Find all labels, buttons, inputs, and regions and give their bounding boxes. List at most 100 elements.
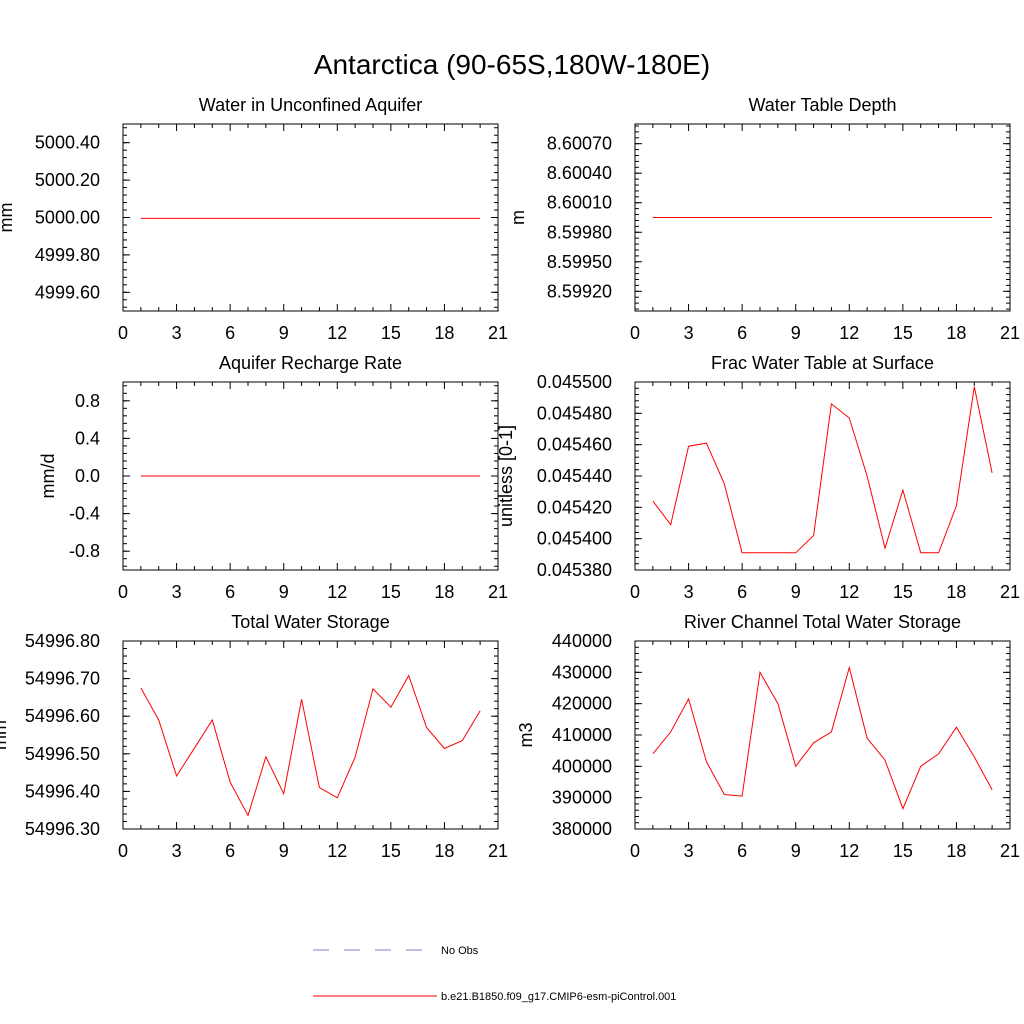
panel-4: Frac Water Table at Surface 0 3 6 9 12 15 18 21 0… — [496, 353, 1020, 602]
plot-frame — [122, 640, 499, 830]
y-tick-label: 8.60010 — [547, 193, 612, 213]
x-tick-label: 18 — [946, 323, 966, 343]
y-tick-label: 4999.60 — [35, 282, 100, 302]
x-tick-label: 9 — [279, 323, 289, 343]
x-tick-label: 15 — [893, 841, 913, 861]
y-tick-label: 5000.40 — [35, 133, 100, 153]
x-tick-label: 12 — [839, 582, 859, 602]
y-tick-label: 430000 — [552, 662, 612, 682]
panel-1: Water in Unconfined Aquifer 0 3 6 9 12 15 18 21 4… — [0, 95, 508, 343]
x-tick-label: 12 — [839, 323, 859, 343]
x-tick-label: 3 — [172, 323, 182, 343]
panel-title: Water in Unconfined Aquifer — [199, 95, 422, 115]
plot-frame — [634, 123, 1011, 312]
y-tick-label: 54996.80 — [25, 631, 100, 651]
x-tick-label: 9 — [791, 582, 801, 602]
figure-title: Antarctica (90-65S,180W-180E) — [314, 49, 710, 80]
x-tick-label: 21 — [488, 582, 508, 602]
series-line — [140, 674, 481, 817]
y-tick-label: -0.8 — [69, 541, 100, 561]
y-tick-label: 0.045460 — [537, 435, 612, 455]
y-axis-label: m — [508, 210, 528, 225]
y-tick-label: 5000.20 — [35, 170, 100, 190]
y-tick-label: 4999.80 — [35, 245, 100, 265]
x-tick-label: 0 — [118, 323, 128, 343]
y-tick-label: 400000 — [552, 756, 612, 776]
x-tick-label: 18 — [434, 841, 454, 861]
legend-item: b.e21.B1850.f09_g17.CMIP6-esm-piControl.… — [313, 991, 676, 1003]
y-tick-label: 0.045500 — [537, 372, 612, 392]
legend: No Obs b.e21.B1850.f09_g17.CMIP6-esm-piCo… — [313, 945, 676, 1003]
x-tick-label: 15 — [381, 841, 401, 861]
y-tick-label: 410000 — [552, 725, 612, 745]
y-tick-label: 0.0 — [75, 466, 100, 486]
y-tick-label: 390000 — [552, 788, 612, 808]
x-tick-label: 6 — [225, 582, 235, 602]
y-tick-label: 440000 — [552, 631, 612, 651]
x-tick-label: 6 — [737, 582, 747, 602]
legend-item: No Obs — [313, 945, 479, 957]
panel-5: Total Water Storage 0 3 6 9 12 15 18 21 54996.30 5… — [0, 612, 508, 861]
x-tick-label: 12 — [839, 841, 859, 861]
x-tick-label: 9 — [279, 841, 289, 861]
x-tick-label: 0 — [630, 582, 640, 602]
y-axis-label: mm — [0, 720, 10, 750]
x-tick-label: 3 — [172, 582, 182, 602]
x-tick-label: 12 — [327, 841, 347, 861]
x-tick-label: 21 — [1000, 323, 1020, 343]
x-tick-label: 0 — [630, 323, 640, 343]
x-tick-label: 18 — [946, 841, 966, 861]
y-tick-label: 380000 — [552, 819, 612, 839]
series-line — [652, 386, 993, 554]
x-tick-label: 15 — [381, 323, 401, 343]
plot-frame — [122, 123, 499, 312]
y-tick-label: 54996.70 — [25, 669, 100, 689]
panel-2: Water Table Depth 0 3 6 9 12 15 18 21 8.59920 8.59… — [508, 95, 1020, 343]
y-tick-label: 8.60040 — [547, 163, 612, 183]
plot-frame — [634, 640, 1011, 830]
y-tick-label: 8.59980 — [547, 222, 612, 242]
x-tick-label: 6 — [225, 841, 235, 861]
x-tick-label: 18 — [434, 582, 454, 602]
x-tick-label: 0 — [630, 841, 640, 861]
y-tick-label: 54996.50 — [25, 744, 100, 764]
y-tick-label: 5000.00 — [35, 208, 100, 228]
x-tick-label: 0 — [118, 582, 128, 602]
panel-title: Frac Water Table at Surface — [711, 353, 934, 373]
y-tick-label: 8.59920 — [547, 281, 612, 301]
x-tick-label: 9 — [791, 841, 801, 861]
y-axis-label: mm/d — [38, 454, 58, 499]
y-tick-label: 8.59950 — [547, 252, 612, 272]
y-tick-label: 0.045480 — [537, 403, 612, 423]
x-tick-label: 18 — [946, 582, 966, 602]
y-tick-label: 54996.60 — [25, 706, 100, 726]
x-tick-label: 3 — [684, 323, 694, 343]
x-tick-label: 9 — [791, 323, 801, 343]
x-tick-label: 12 — [327, 582, 347, 602]
x-tick-label: 15 — [381, 582, 401, 602]
x-tick-label: 0 — [118, 841, 128, 861]
y-tick-label: 0.4 — [75, 428, 100, 448]
x-tick-label: 15 — [893, 582, 913, 602]
y-tick-label: 0.045400 — [537, 529, 612, 549]
panel-title: Aquifer Recharge Rate — [219, 353, 402, 373]
panel-title: Total Water Storage — [231, 612, 389, 632]
x-tick-label: 6 — [737, 323, 747, 343]
series-line — [652, 665, 993, 810]
legend-label: b.e21.B1850.f09_g17.CMIP6-esm-piControl.… — [441, 991, 676, 1003]
x-tick-label: 12 — [327, 323, 347, 343]
y-tick-label: 0.045380 — [537, 560, 612, 580]
x-tick-label: 21 — [488, 841, 508, 861]
y-axis-label: mm — [0, 203, 16, 233]
panel-3: Aquifer Recharge Rate 0 3 6 9 12 15 18 21 -0.8 -0.… — [38, 353, 508, 602]
y-tick-label: 0.045420 — [537, 497, 612, 517]
x-tick-label: 3 — [172, 841, 182, 861]
legend-label: No Obs — [441, 945, 479, 957]
x-tick-label: 21 — [488, 323, 508, 343]
x-tick-label: 9 — [279, 582, 289, 602]
panel-title: Water Table Depth — [748, 95, 896, 115]
x-tick-label: 6 — [225, 323, 235, 343]
y-tick-label: 0.045440 — [537, 466, 612, 486]
y-tick-label: 420000 — [552, 694, 612, 714]
